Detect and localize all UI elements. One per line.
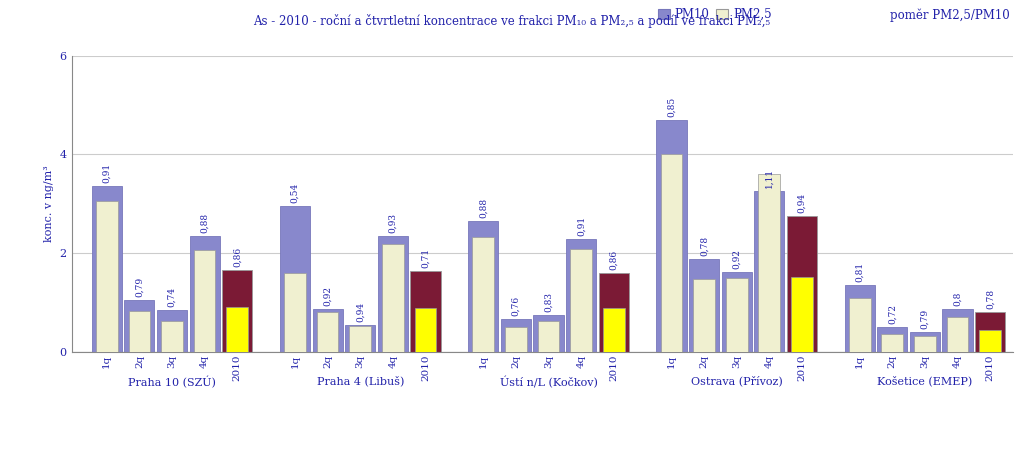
- Bar: [377, 236, 408, 352]
- Bar: [96, 201, 118, 352]
- Bar: [157, 310, 187, 352]
- Bar: [909, 332, 940, 352]
- Bar: [694, 279, 715, 352]
- Text: 0,83: 0,83: [544, 292, 553, 312]
- Bar: [125, 300, 154, 352]
- Text: 0,79: 0,79: [921, 309, 930, 329]
- Bar: [469, 221, 498, 352]
- Bar: [533, 315, 564, 352]
- Y-axis label: konc. v ng/m³: konc. v ng/m³: [44, 165, 54, 242]
- Text: 0,72: 0,72: [888, 304, 897, 324]
- Bar: [382, 244, 404, 352]
- Text: 0,86: 0,86: [610, 250, 618, 270]
- Bar: [598, 273, 629, 352]
- Bar: [226, 307, 249, 352]
- Bar: [193, 250, 216, 352]
- Text: 0,88: 0,88: [479, 198, 488, 218]
- Text: 0,78: 0,78: [986, 289, 994, 309]
- Text: Ústí n/L (Kočkov): Ústí n/L (Kočkov): [499, 375, 597, 388]
- Text: poměr PM2,5/PM10: poměr PM2,5/PM10: [890, 9, 1010, 22]
- Bar: [414, 307, 437, 352]
- Bar: [317, 313, 339, 352]
- Bar: [350, 326, 371, 352]
- Bar: [162, 321, 183, 352]
- Text: 0,94: 0,94: [798, 193, 806, 213]
- Text: 0,93: 0,93: [389, 213, 397, 233]
- Text: 0,91: 0,91: [577, 216, 585, 236]
- Bar: [845, 285, 875, 352]
- Bar: [754, 191, 785, 352]
- Bar: [313, 309, 343, 352]
- Text: 0,88: 0,88: [201, 213, 209, 233]
- Bar: [975, 313, 1006, 352]
- Text: 0,78: 0,78: [700, 236, 709, 256]
- Bar: [222, 270, 253, 352]
- Text: As - 2010 - roční a čtvrtletní koncentrace ve frakci PM₁₀ a PM₂,₅ a podíl ve fra: As - 2010 - roční a čtvrtletní koncentra…: [253, 14, 770, 28]
- Bar: [410, 271, 441, 352]
- Legend: PM10, PM2,5: PM10, PM2,5: [658, 8, 771, 21]
- Text: 0,92: 0,92: [323, 286, 332, 306]
- Text: 0,85: 0,85: [667, 97, 676, 117]
- Bar: [570, 249, 592, 352]
- Text: 0,91: 0,91: [102, 163, 112, 183]
- Bar: [787, 216, 817, 352]
- Bar: [849, 298, 871, 352]
- Bar: [92, 187, 122, 352]
- Bar: [538, 321, 560, 352]
- Text: Praha 4 (Libuš): Praha 4 (Libuš): [316, 375, 404, 386]
- Text: 0,81: 0,81: [855, 262, 864, 282]
- Text: 0,74: 0,74: [168, 287, 177, 307]
- Text: Košetice (EMEP): Košetice (EMEP): [878, 375, 973, 386]
- Text: 0,76: 0,76: [512, 296, 521, 316]
- Bar: [189, 236, 220, 352]
- Bar: [946, 317, 969, 352]
- Bar: [566, 239, 596, 352]
- Bar: [473, 237, 494, 352]
- Bar: [129, 311, 150, 352]
- Bar: [505, 327, 527, 352]
- Bar: [345, 325, 375, 352]
- Bar: [915, 336, 936, 352]
- Text: 0,79: 0,79: [135, 277, 144, 297]
- Bar: [882, 334, 903, 352]
- Bar: [726, 278, 748, 352]
- Bar: [661, 154, 682, 352]
- Text: 0,71: 0,71: [421, 248, 430, 269]
- Bar: [280, 206, 310, 352]
- Text: 0,86: 0,86: [233, 247, 241, 268]
- Bar: [603, 308, 625, 352]
- Text: 0,54: 0,54: [291, 183, 300, 203]
- Text: Ostrava (Přívoz): Ostrava (Přívoz): [691, 375, 783, 386]
- Bar: [758, 174, 781, 352]
- Text: 0,94: 0,94: [356, 301, 365, 322]
- Text: 1,11: 1,11: [765, 168, 773, 188]
- Bar: [501, 319, 531, 352]
- Bar: [690, 259, 719, 352]
- Text: 0,8: 0,8: [953, 292, 962, 306]
- Bar: [942, 309, 973, 352]
- Bar: [721, 272, 752, 352]
- Bar: [791, 277, 813, 352]
- Bar: [657, 120, 686, 352]
- Bar: [284, 273, 306, 352]
- Text: Praha 10 (SZÚ): Praha 10 (SZÚ): [128, 375, 216, 388]
- Text: 0,92: 0,92: [732, 249, 742, 269]
- Bar: [979, 330, 1002, 352]
- Bar: [878, 327, 907, 352]
